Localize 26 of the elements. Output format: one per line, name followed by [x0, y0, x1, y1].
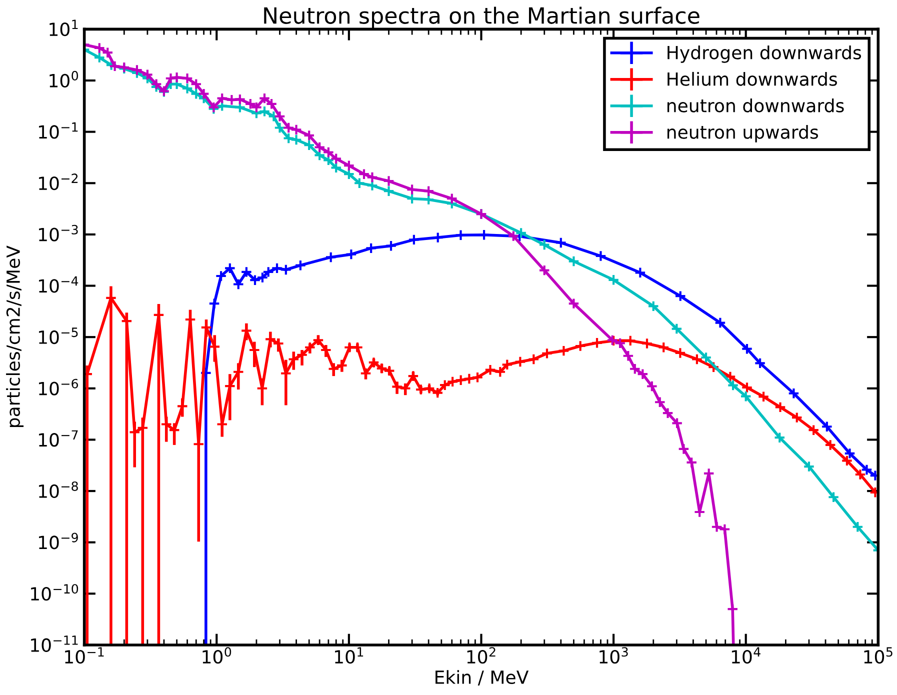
x-axis-title: Ekin / MeV	[436, 670, 529, 686]
x-tick-label: 10$^{0}$	[202, 647, 232, 664]
chart-title: Neutron spectra on the Martian surface	[264, 6, 700, 28]
legend-label: Helium downwards	[668, 72, 837, 86]
x-tick-label: 10$^{1}$	[335, 647, 364, 664]
y-tick-label: 10$^{−4}$	[39, 276, 78, 293]
y-tick-label: 10$^{−5}$	[39, 328, 78, 344]
y-tick-label: 10$^{−8}$	[39, 481, 78, 498]
legend-label: neutron downwards	[667, 98, 844, 112]
x-tick-label: 10$^{4}$	[732, 647, 760, 664]
y-tick-label: 10$^{1}$	[50, 20, 78, 36]
y-tick-label: 10$^{−7}$	[39, 430, 78, 447]
y-tick-label: 10$^{−3}$	[39, 224, 78, 242]
y-tick-label: 10$^{−1}$	[39, 122, 78, 139]
legend-label: Hydrogen downwards	[668, 45, 862, 63]
x-tick-label: 10$^{−1}$	[65, 647, 104, 664]
x-tick-label: 10$^{3}$	[600, 647, 628, 664]
y-tick-label: 10$^{−6}$	[39, 378, 78, 396]
y-axis-title: particles/cm2/s/MeV	[6, 246, 24, 428]
x-tick-label: 10$^{2}$	[467, 647, 496, 664]
y-tick-label: 10$^{−2}$	[39, 174, 78, 190]
y-tick-label: 10$^{0}$	[50, 70, 78, 88]
x-tick-label: 10$^{5}$	[864, 647, 892, 664]
y-tick-label: 10$^{−10}$	[31, 584, 78, 601]
legend-label: neutron upwards	[667, 124, 818, 142]
y-tick-label: 10$^{−9}$	[39, 532, 78, 550]
